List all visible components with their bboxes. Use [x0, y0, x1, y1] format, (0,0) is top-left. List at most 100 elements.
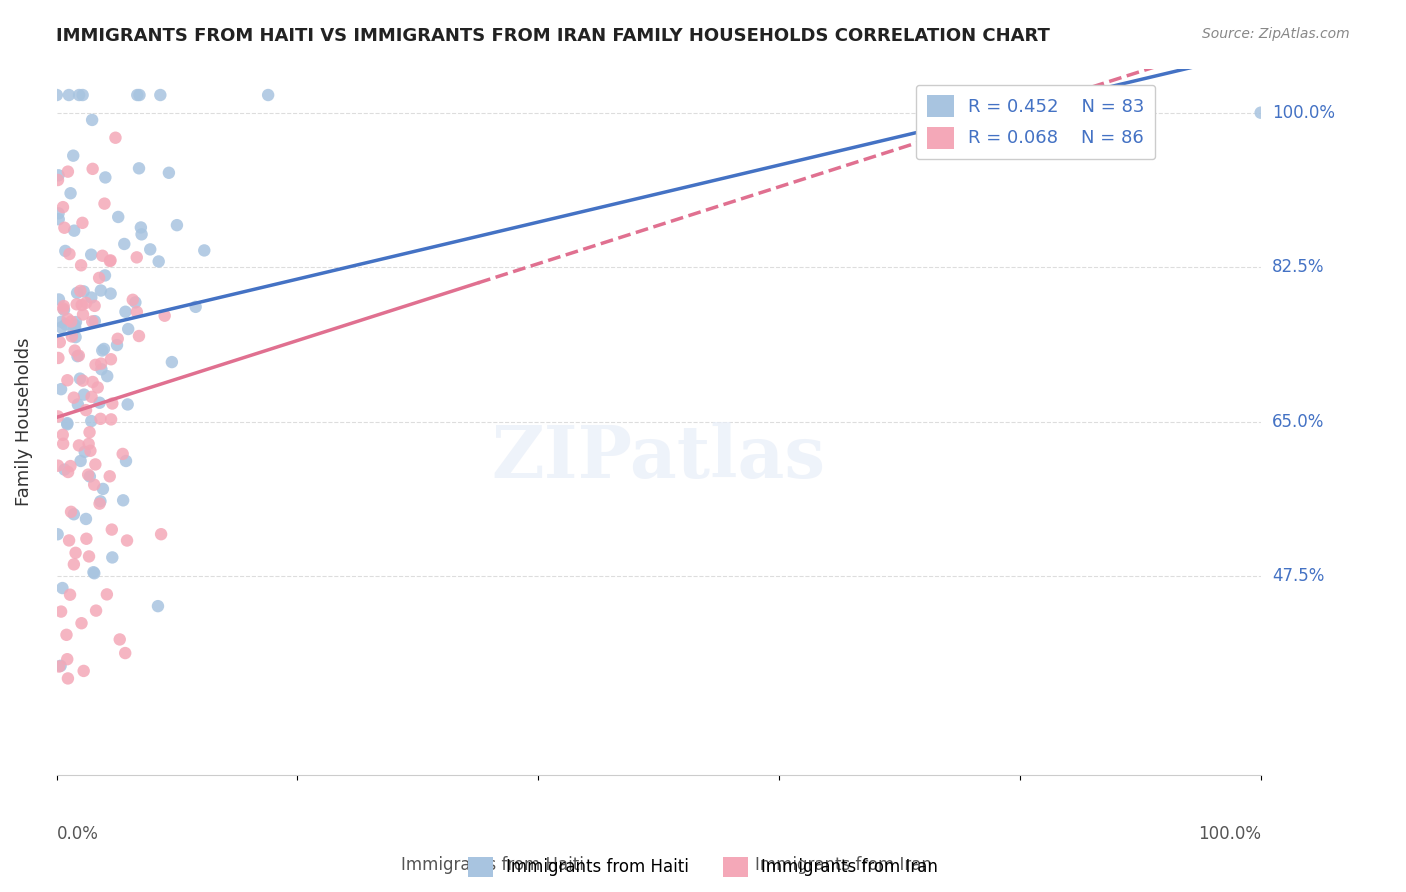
Point	[80, 414, 103, 428]
Point	[48, 212, 70, 227]
Point	[63, 508, 86, 522]
Point	[73, 387, 96, 401]
Point	[52, 437, 75, 451]
Point	[89, 497, 111, 511]
Point	[166, 218, 188, 232]
Point	[60, 505, 83, 519]
Point	[108, 632, 131, 647]
Point	[86, 380, 108, 394]
Point	[67, 438, 90, 452]
Point	[53, 220, 76, 235]
Point	[56, 417, 79, 432]
Point	[80, 390, 103, 404]
Point	[101, 523, 124, 537]
Point	[75, 403, 97, 417]
Point	[115, 533, 138, 548]
Point	[59, 186, 82, 201]
Point	[83, 299, 105, 313]
Point	[56, 465, 79, 479]
Point	[49, 658, 72, 673]
Point	[93, 342, 115, 356]
Point	[127, 88, 149, 103]
Point	[114, 646, 136, 660]
Point	[53, 244, 76, 258]
Point	[48, 351, 70, 365]
Point	[60, 329, 83, 343]
Point	[114, 304, 136, 318]
Point	[72, 374, 94, 388]
Point	[77, 437, 100, 451]
Point	[46, 173, 69, 187]
Point	[105, 338, 128, 352]
Point	[48, 293, 70, 307]
Point	[69, 371, 91, 385]
Y-axis label: Family Households: Family Households	[15, 338, 32, 506]
Point	[58, 247, 80, 261]
Point	[94, 268, 117, 283]
Point	[51, 581, 73, 595]
Point	[62, 149, 84, 163]
Point	[46, 458, 69, 473]
Point	[82, 375, 104, 389]
Point	[89, 494, 111, 508]
Point	[100, 352, 122, 367]
Point	[100, 412, 122, 426]
Point	[72, 308, 94, 322]
Point	[75, 512, 97, 526]
Point	[70, 298, 93, 312]
Point	[101, 550, 124, 565]
Point	[72, 216, 94, 230]
Point	[117, 397, 139, 411]
Point	[125, 305, 148, 319]
Point	[82, 566, 104, 580]
Point	[53, 462, 76, 476]
Point	[91, 343, 114, 358]
Point	[150, 527, 173, 541]
Point	[63, 224, 86, 238]
Point	[70, 258, 93, 272]
Point	[84, 358, 107, 372]
Point	[112, 237, 135, 252]
Point	[63, 558, 86, 572]
Point	[90, 357, 112, 371]
Point	[55, 628, 77, 642]
Text: 47.5%: 47.5%	[1272, 567, 1324, 585]
Point	[91, 482, 114, 496]
Point	[160, 355, 183, 369]
Point	[75, 295, 97, 310]
Point	[184, 300, 207, 314]
Point	[128, 329, 150, 343]
Point	[100, 253, 122, 268]
Point	[73, 445, 96, 459]
Point	[58, 533, 80, 548]
Point	[80, 247, 103, 261]
Point	[148, 254, 170, 268]
Point	[257, 88, 280, 103]
Point	[56, 164, 79, 178]
Point	[75, 532, 97, 546]
Point	[125, 251, 148, 265]
Text: IMMIGRANTS FROM HAITI VS IMMIGRANTS FROM IRAN FAMILY HOUSEHOLDS CORRELATION CHAR: IMMIGRANTS FROM HAITI VS IMMIGRANTS FROM…	[56, 27, 1050, 45]
Point	[1250, 105, 1272, 120]
Point	[49, 382, 72, 396]
Point	[93, 196, 115, 211]
Legend: Immigrants from Haiti, Immigrants from Iran: Immigrants from Haiti, Immigrants from I…	[461, 850, 945, 884]
Point	[121, 293, 143, 307]
Point	[65, 546, 87, 560]
Point	[90, 362, 112, 376]
Point	[157, 166, 180, 180]
Point	[52, 427, 75, 442]
Point	[46, 409, 69, 424]
Point	[115, 454, 138, 468]
Point	[55, 318, 77, 332]
Text: 100.0%: 100.0%	[1198, 825, 1261, 843]
Point	[59, 458, 82, 473]
Point	[90, 284, 112, 298]
Text: 100.0%: 100.0%	[1272, 103, 1334, 121]
Point	[56, 311, 79, 326]
Point	[62, 391, 84, 405]
Point	[53, 302, 76, 317]
Point	[111, 447, 134, 461]
Point	[48, 659, 70, 673]
Point	[72, 285, 94, 299]
